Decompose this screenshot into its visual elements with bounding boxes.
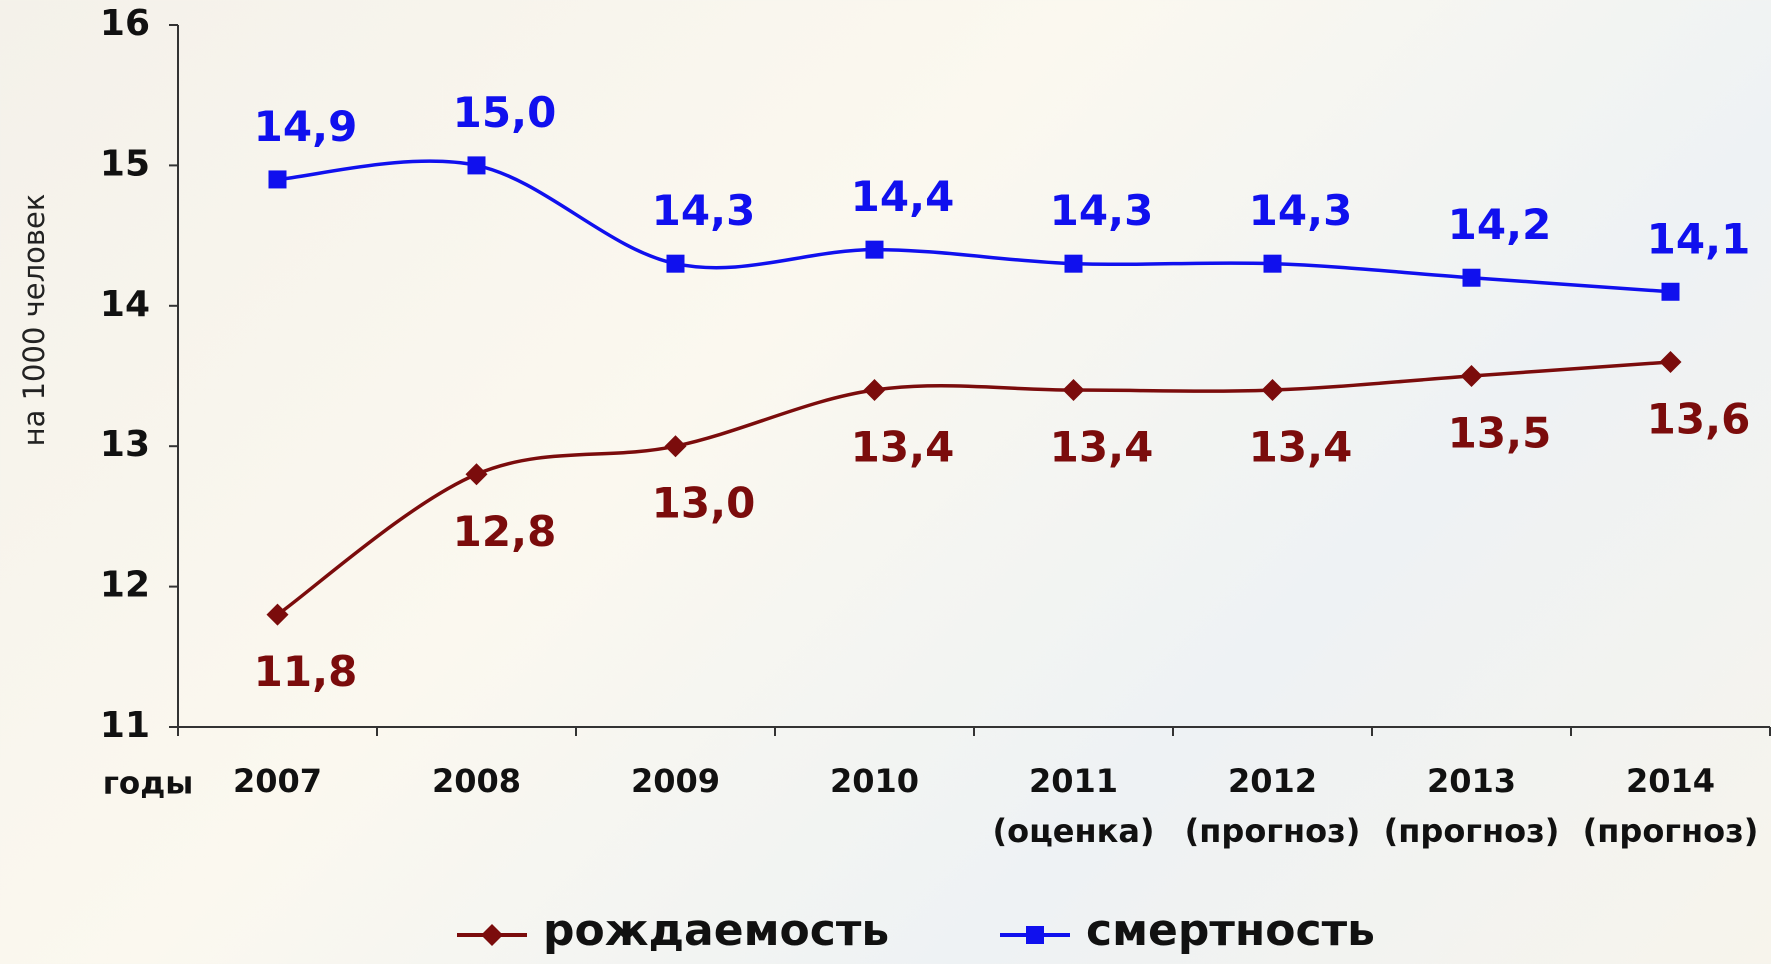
data-point <box>268 170 287 189</box>
data-label: 13,4 <box>1050 423 1154 472</box>
data-point <box>465 463 488 486</box>
data-point <box>1062 379 1085 402</box>
x-tick-label: (прогноз) <box>1583 812 1759 850</box>
y-tick-label: 16 <box>100 3 150 44</box>
y-tick-label: 15 <box>100 143 150 184</box>
data-point <box>666 254 685 273</box>
x-tick-label: (прогноз) <box>1185 812 1361 850</box>
data-label: 14,3 <box>1249 186 1353 235</box>
data-label: 13,5 <box>1448 409 1552 458</box>
data-label: 14,4 <box>851 172 955 221</box>
x-tick-label: 2007 <box>233 762 322 800</box>
series-line <box>276 360 1671 617</box>
data-label: 11,8 <box>254 647 358 696</box>
data-label: 13,4 <box>851 423 955 472</box>
legend-marker <box>481 924 503 946</box>
data-point <box>865 240 884 259</box>
data-point <box>1261 379 1284 402</box>
data-point <box>266 603 289 626</box>
data-point <box>1659 350 1682 373</box>
y-tick-label: 14 <box>100 284 150 325</box>
y-tick-label: 13 <box>100 424 150 465</box>
x-tick-label: 2009 <box>631 762 720 800</box>
data-label: 12,8 <box>453 507 557 556</box>
legend-marker <box>1026 926 1044 944</box>
data-label: 13,0 <box>652 479 756 528</box>
x-tick-label: (прогноз) <box>1384 812 1560 850</box>
x-tick-label: 2012 <box>1228 762 1317 800</box>
data-label: 14,3 <box>1050 186 1154 235</box>
data-label: 14,3 <box>652 186 756 235</box>
data-point <box>467 156 486 175</box>
y-axis-label: на 1000 человек <box>17 194 51 447</box>
y-tick-label: 11 <box>100 705 150 746</box>
data-point <box>863 379 886 402</box>
data-label: 14,9 <box>254 102 358 151</box>
data-point <box>1462 268 1481 287</box>
x-tick-label: 2008 <box>432 762 521 800</box>
data-point <box>664 435 687 458</box>
x-tick-label: 2013 <box>1427 762 1516 800</box>
legend-label: смертность <box>1086 905 1375 956</box>
x-tick-label: (оценка) <box>992 812 1154 850</box>
x-tick-label: 2014 <box>1626 762 1715 800</box>
data-point <box>1064 254 1083 273</box>
data-point <box>1661 282 1680 301</box>
data-label: 13,6 <box>1647 394 1751 443</box>
x-axis-label: годы <box>103 766 194 802</box>
data-label: 13,4 <box>1249 423 1353 472</box>
x-tick-label: 2011 <box>1029 762 1118 800</box>
y-tick-label: 12 <box>100 565 150 606</box>
series-line <box>277 159 1671 294</box>
data-label: 15,0 <box>453 88 557 137</box>
legend-label: рождаемость <box>543 905 889 956</box>
data-point <box>1263 254 1282 273</box>
data-point <box>1460 365 1483 387</box>
x-tick-label: 2010 <box>830 762 919 800</box>
data-label: 14,1 <box>1647 214 1751 263</box>
data-label: 14,2 <box>1448 200 1552 249</box>
